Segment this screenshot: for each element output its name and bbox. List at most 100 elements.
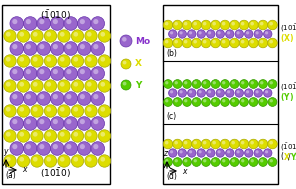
Circle shape bbox=[222, 159, 226, 162]
Circle shape bbox=[268, 20, 277, 30]
Circle shape bbox=[58, 55, 70, 67]
Circle shape bbox=[175, 99, 178, 102]
Circle shape bbox=[17, 30, 30, 42]
Circle shape bbox=[66, 119, 71, 124]
Circle shape bbox=[31, 105, 43, 117]
Circle shape bbox=[254, 149, 263, 157]
Circle shape bbox=[263, 149, 272, 157]
Circle shape bbox=[50, 17, 64, 30]
Circle shape bbox=[231, 141, 235, 144]
Circle shape bbox=[23, 42, 37, 55]
Circle shape bbox=[46, 107, 51, 112]
Circle shape bbox=[91, 142, 104, 155]
Circle shape bbox=[78, 67, 91, 80]
Circle shape bbox=[6, 32, 11, 37]
Circle shape bbox=[260, 22, 263, 26]
Circle shape bbox=[71, 155, 84, 167]
Circle shape bbox=[211, 98, 220, 106]
Circle shape bbox=[255, 90, 259, 93]
Circle shape bbox=[93, 44, 99, 49]
Circle shape bbox=[93, 119, 99, 124]
Circle shape bbox=[31, 80, 43, 92]
Circle shape bbox=[182, 20, 192, 30]
Text: $z$: $z$ bbox=[163, 149, 169, 158]
Circle shape bbox=[23, 92, 37, 105]
Circle shape bbox=[80, 44, 85, 49]
Circle shape bbox=[268, 38, 277, 48]
Circle shape bbox=[33, 157, 38, 162]
Circle shape bbox=[218, 31, 221, 34]
Circle shape bbox=[184, 81, 187, 84]
Circle shape bbox=[189, 90, 192, 93]
Circle shape bbox=[212, 22, 216, 26]
Circle shape bbox=[174, 141, 178, 144]
Circle shape bbox=[184, 159, 187, 162]
Circle shape bbox=[39, 94, 44, 99]
Circle shape bbox=[26, 69, 31, 74]
Circle shape bbox=[165, 22, 168, 26]
Circle shape bbox=[226, 30, 234, 38]
Circle shape bbox=[60, 57, 65, 62]
Circle shape bbox=[33, 107, 38, 112]
Circle shape bbox=[80, 19, 85, 24]
Circle shape bbox=[73, 82, 78, 87]
Circle shape bbox=[221, 158, 229, 166]
Circle shape bbox=[12, 44, 17, 49]
Circle shape bbox=[203, 99, 206, 102]
Circle shape bbox=[213, 99, 216, 102]
Circle shape bbox=[85, 30, 97, 42]
Circle shape bbox=[64, 67, 78, 80]
Circle shape bbox=[220, 20, 230, 30]
Circle shape bbox=[241, 99, 244, 102]
Circle shape bbox=[6, 132, 11, 137]
Circle shape bbox=[175, 81, 178, 84]
Circle shape bbox=[175, 159, 178, 162]
Circle shape bbox=[60, 82, 65, 87]
Circle shape bbox=[227, 150, 230, 153]
Circle shape bbox=[46, 132, 51, 137]
Circle shape bbox=[91, 117, 104, 130]
Circle shape bbox=[193, 40, 197, 43]
Circle shape bbox=[46, 82, 51, 87]
Circle shape bbox=[251, 159, 254, 162]
Circle shape bbox=[227, 90, 230, 93]
Circle shape bbox=[37, 67, 51, 80]
Circle shape bbox=[10, 17, 24, 30]
Circle shape bbox=[23, 117, 37, 130]
Text: $y$: $y$ bbox=[3, 147, 9, 158]
Circle shape bbox=[222, 81, 226, 84]
Circle shape bbox=[4, 80, 16, 92]
Circle shape bbox=[216, 30, 224, 38]
Circle shape bbox=[58, 130, 70, 142]
Circle shape bbox=[80, 69, 85, 74]
Circle shape bbox=[268, 139, 277, 149]
Circle shape bbox=[10, 42, 24, 55]
Circle shape bbox=[98, 55, 111, 67]
Circle shape bbox=[184, 22, 187, 26]
Text: (b): (b) bbox=[166, 49, 177, 58]
Circle shape bbox=[249, 80, 258, 88]
Text: ): ) bbox=[294, 153, 296, 161]
Circle shape bbox=[165, 99, 168, 102]
Circle shape bbox=[231, 159, 235, 162]
Circle shape bbox=[203, 22, 207, 26]
Circle shape bbox=[221, 98, 229, 106]
Circle shape bbox=[123, 82, 126, 85]
Circle shape bbox=[164, 98, 172, 106]
Circle shape bbox=[46, 157, 51, 162]
Circle shape bbox=[173, 98, 182, 106]
Circle shape bbox=[87, 32, 92, 37]
Circle shape bbox=[71, 30, 84, 42]
Circle shape bbox=[231, 22, 235, 26]
Circle shape bbox=[4, 105, 16, 117]
Circle shape bbox=[93, 19, 99, 24]
Circle shape bbox=[203, 159, 206, 162]
Circle shape bbox=[211, 38, 220, 48]
Circle shape bbox=[246, 150, 249, 153]
Circle shape bbox=[98, 155, 111, 167]
Circle shape bbox=[237, 150, 240, 153]
Circle shape bbox=[178, 149, 186, 157]
Circle shape bbox=[207, 30, 215, 38]
Circle shape bbox=[73, 157, 78, 162]
Circle shape bbox=[66, 94, 71, 99]
